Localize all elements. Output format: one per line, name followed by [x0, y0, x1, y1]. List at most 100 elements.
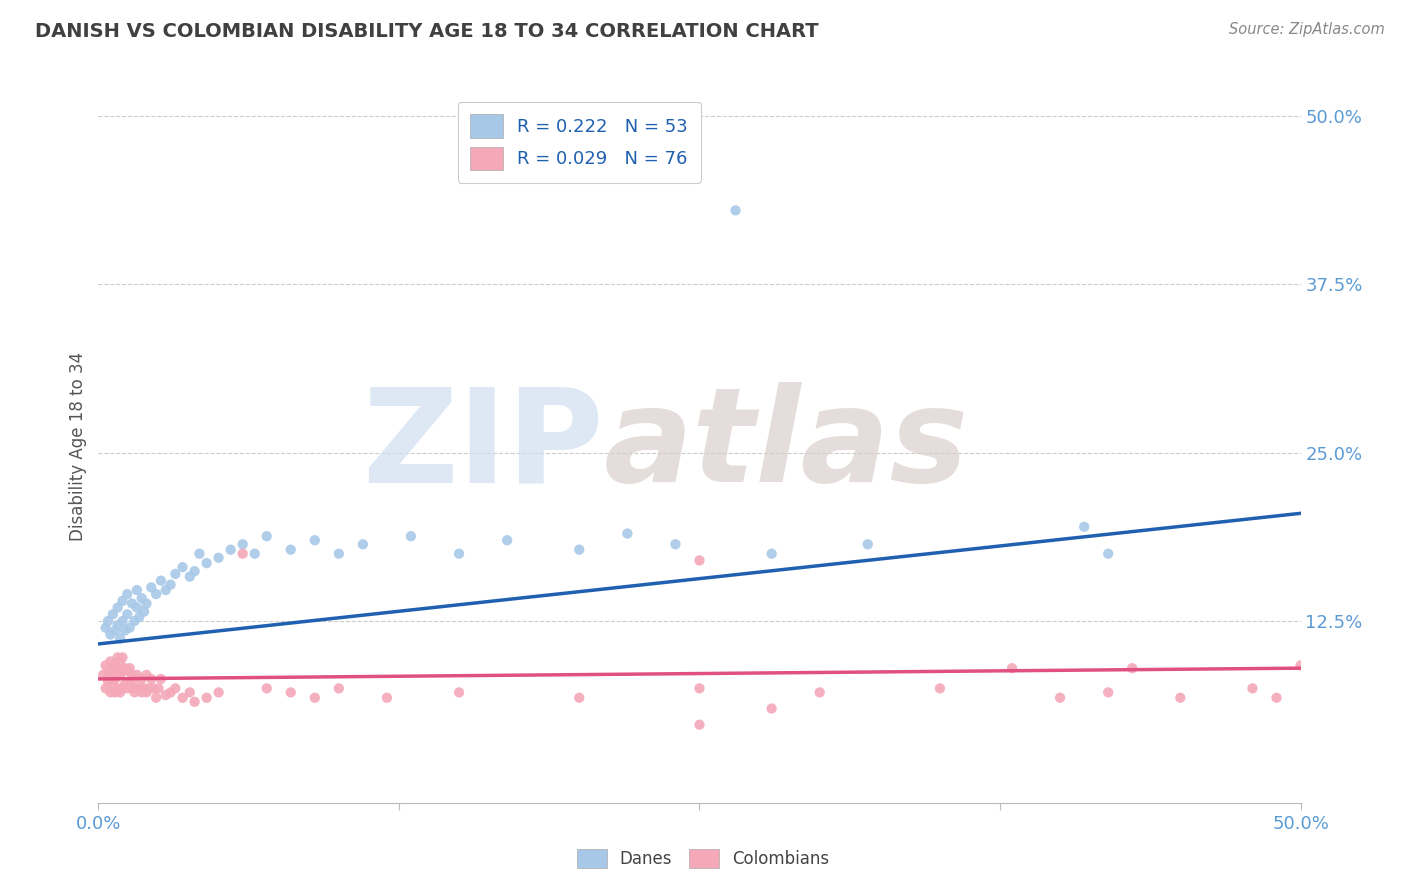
- Point: [100, 627, 122, 641]
- Point: [125, 600, 148, 615]
- Point: [108, 668, 131, 682]
- Point: [447, 685, 470, 699]
- Point: [114, 661, 136, 675]
- Point: [100, 668, 122, 682]
- Point: [149, 574, 172, 588]
- Point: [616, 526, 638, 541]
- Point: [128, 681, 150, 696]
- Point: [94, 681, 117, 696]
- Point: [141, 672, 163, 686]
- Point: [145, 690, 167, 705]
- Point: [1265, 690, 1288, 705]
- Point: [128, 610, 150, 624]
- Point: [118, 677, 141, 691]
- Point: [108, 655, 131, 669]
- Point: [117, 664, 139, 678]
- Point: [165, 681, 187, 696]
- Point: [97, 664, 120, 678]
- Point: [689, 717, 711, 731]
- Point: [183, 695, 205, 709]
- Point: [188, 547, 211, 561]
- Point: [111, 664, 134, 678]
- Point: [256, 529, 278, 543]
- Point: [761, 701, 783, 715]
- Point: [97, 674, 120, 689]
- Point: [104, 672, 127, 686]
- Point: [208, 685, 231, 699]
- Point: [664, 537, 686, 551]
- Point: [104, 624, 127, 638]
- Point: [304, 690, 326, 705]
- Point: [118, 621, 141, 635]
- Point: [91, 668, 114, 682]
- Y-axis label: Disability Age 18 to 34: Disability Age 18 to 34: [69, 351, 87, 541]
- Point: [138, 681, 160, 696]
- Point: [243, 547, 266, 561]
- Point: [496, 533, 519, 548]
- Point: [107, 681, 129, 696]
- Point: [97, 614, 120, 628]
- Point: [94, 658, 117, 673]
- Point: [125, 668, 148, 682]
- Point: [135, 597, 157, 611]
- Point: [195, 556, 218, 570]
- Point: [165, 566, 187, 581]
- Point: [101, 607, 124, 622]
- Point: [1097, 685, 1119, 699]
- Point: [183, 564, 205, 578]
- Point: [761, 547, 783, 561]
- Point: [111, 614, 134, 628]
- Point: [689, 681, 711, 696]
- Point: [108, 685, 131, 699]
- Point: [107, 618, 129, 632]
- Point: [928, 681, 950, 696]
- Point: [111, 650, 134, 665]
- Point: [179, 569, 201, 583]
- Legend: R = 0.222   N = 53, R = 0.029   N = 76: R = 0.222 N = 53, R = 0.029 N = 76: [458, 102, 700, 183]
- Point: [142, 681, 165, 696]
- Point: [94, 621, 117, 635]
- Point: [132, 605, 155, 619]
- Point: [131, 672, 153, 686]
- Point: [121, 668, 143, 682]
- Point: [195, 690, 218, 705]
- Point: [159, 685, 181, 699]
- Point: [104, 658, 127, 673]
- Point: [131, 685, 153, 699]
- Point: [1121, 661, 1143, 675]
- Point: [724, 203, 747, 218]
- Point: [256, 681, 278, 696]
- Point: [155, 583, 177, 598]
- Point: [689, 553, 711, 567]
- Point: [145, 587, 167, 601]
- Point: [148, 681, 170, 696]
- Point: [352, 537, 374, 551]
- Point: [304, 533, 326, 548]
- Point: [219, 542, 242, 557]
- Point: [1241, 681, 1264, 696]
- Text: atlas: atlas: [603, 383, 969, 509]
- Point: [107, 664, 129, 678]
- Point: [1097, 547, 1119, 561]
- Point: [1073, 520, 1095, 534]
- Point: [111, 594, 134, 608]
- Point: [117, 607, 139, 622]
- Point: [856, 537, 879, 551]
- Point: [107, 600, 129, 615]
- Point: [114, 624, 136, 638]
- Point: [179, 685, 201, 699]
- Point: [1289, 658, 1312, 673]
- Point: [141, 580, 163, 594]
- Point: [117, 681, 139, 696]
- Point: [131, 591, 153, 606]
- Point: [232, 547, 254, 561]
- Point: [172, 560, 194, 574]
- Point: [108, 632, 131, 646]
- Point: [107, 650, 129, 665]
- Point: [208, 550, 231, 565]
- Point: [155, 688, 177, 702]
- Point: [124, 685, 146, 699]
- Point: [100, 655, 122, 669]
- Point: [1001, 661, 1024, 675]
- Point: [100, 685, 122, 699]
